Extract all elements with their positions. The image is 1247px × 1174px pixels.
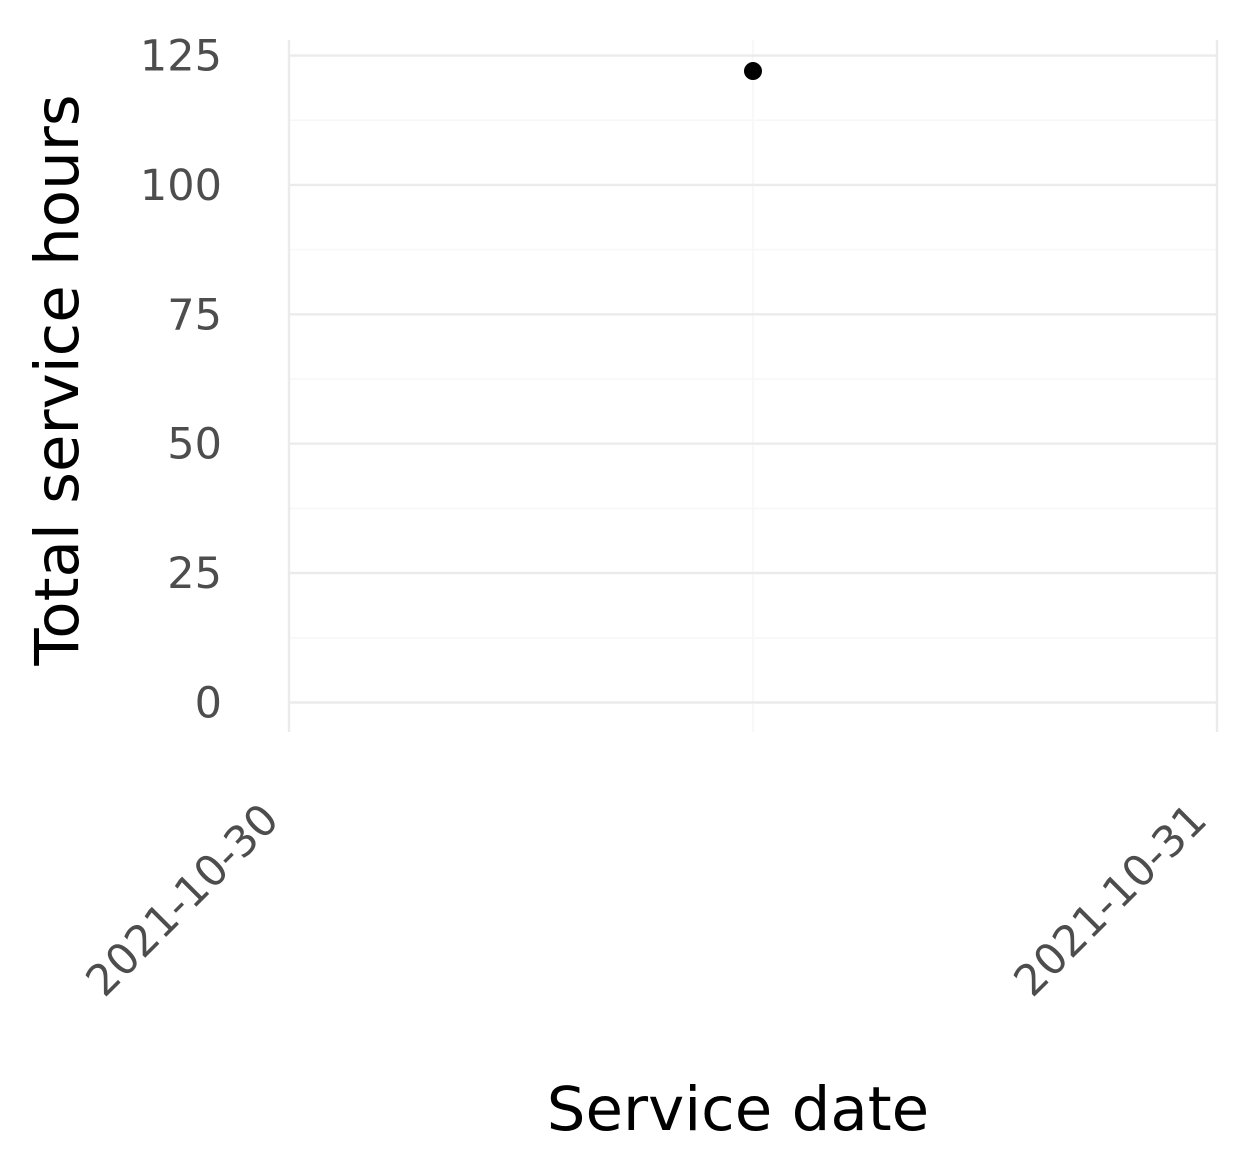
data-points	[744, 62, 762, 81]
y-axis-title: Total service hours	[22, 94, 93, 666]
y-tick-label: 100	[140, 161, 222, 211]
y-axis-ticks: 0 25 50 75 100 125	[140, 32, 222, 729]
y-tick-label: 75	[167, 290, 222, 340]
x-tick-label: 2021-10-31	[1005, 794, 1217, 1006]
x-tick-label: 2021-10-30	[77, 794, 289, 1006]
x-axis-ticks: 2021-10-30 2021-10-31	[77, 794, 1217, 1006]
y-tick-label: 50	[167, 420, 222, 470]
y-tick-label: 25	[167, 549, 222, 599]
y-tick-label: 0	[195, 678, 222, 728]
data-point	[744, 62, 762, 81]
y-tick-label: 125	[140, 32, 222, 82]
grid	[287, 40, 1219, 732]
x-axis-title: Service date	[547, 1074, 929, 1145]
